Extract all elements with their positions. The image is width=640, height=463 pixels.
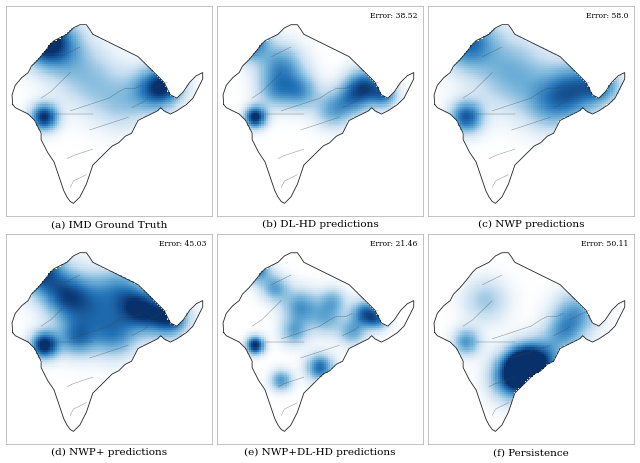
Text: Error: 50.11: Error: 50.11 (581, 240, 628, 248)
X-axis label: (f) Persistence: (f) Persistence (493, 448, 569, 457)
Text: Error: 58.0: Error: 58.0 (586, 12, 628, 20)
X-axis label: (a) IMD Ground Truth: (a) IMD Ground Truth (51, 220, 167, 229)
X-axis label: (b) DL-HD predictions: (b) DL-HD predictions (262, 220, 378, 230)
Text: Error: 21.46: Error: 21.46 (370, 240, 417, 248)
Text: Error: 45.03: Error: 45.03 (159, 240, 206, 248)
Text: Error: 38.52: Error: 38.52 (370, 12, 417, 20)
X-axis label: (c) NWP predictions: (c) NWP predictions (478, 220, 584, 230)
X-axis label: (d) NWP+ predictions: (d) NWP+ predictions (51, 448, 167, 457)
X-axis label: (e) NWP+DL-HD predictions: (e) NWP+DL-HD predictions (244, 448, 396, 457)
